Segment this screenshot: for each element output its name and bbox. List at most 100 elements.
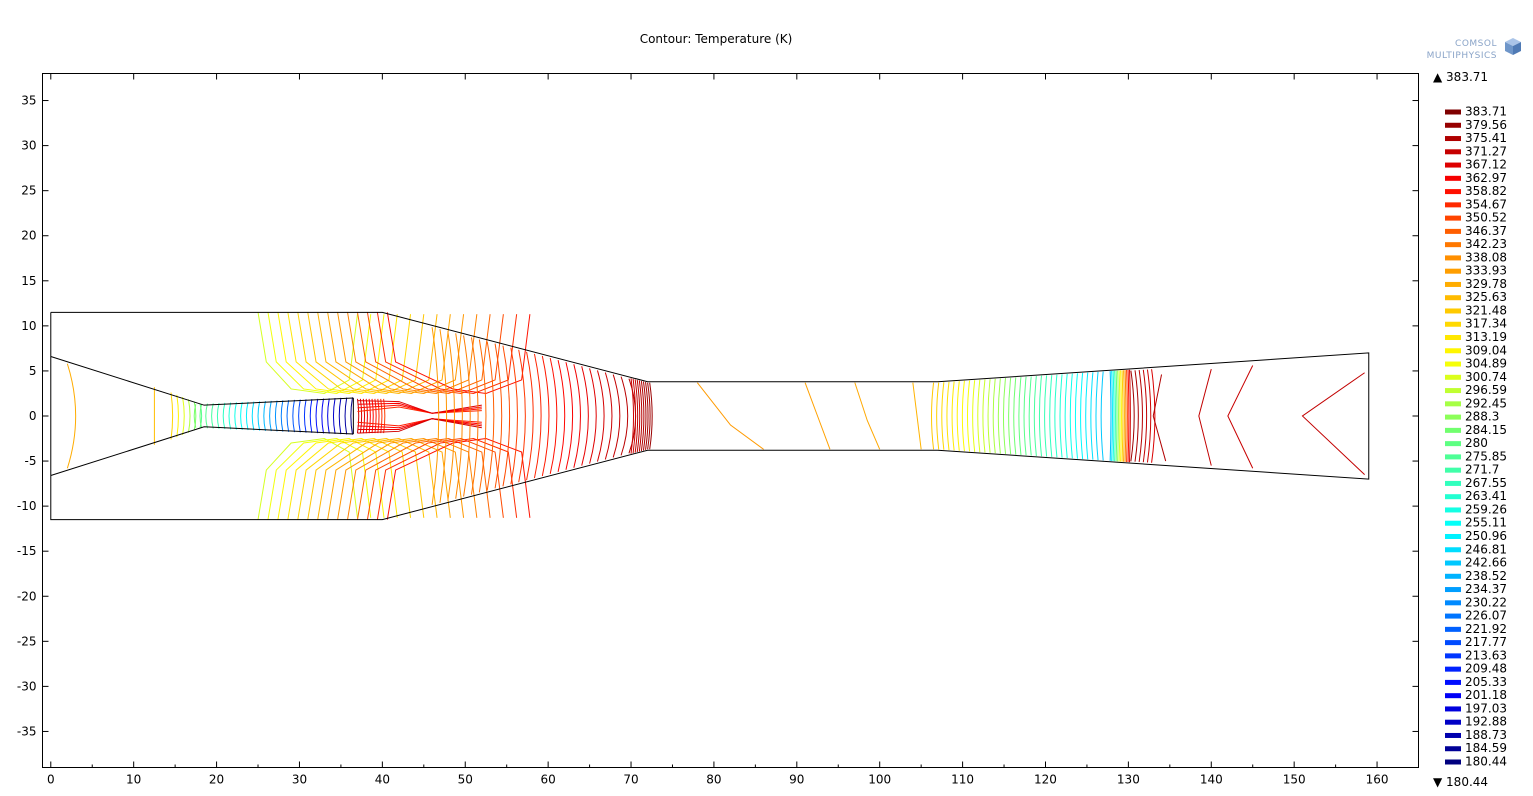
colorbar-max-label: ▲ 383.71 [1433,70,1488,84]
contour-line [280,400,284,432]
contour-line [187,399,191,433]
colorbar-swatch [1445,388,1461,394]
contour-line [972,380,976,452]
colorbar-level-label: 242.66 [1465,556,1507,570]
contour-line [992,378,996,454]
contour-line [1054,374,1058,458]
colorbar-level-label: 350.52 [1465,211,1507,225]
outer-boundary [50,311,1370,521]
contour-line [620,376,629,456]
x-tick-label: 60 [540,773,555,787]
colorbar-swatch [1445,746,1461,752]
contour-line [321,398,324,434]
contour-line [307,438,425,520]
contour-line [366,312,504,394]
colorbar-level-label: 230.22 [1465,595,1507,609]
colorbar-level-label: 217.77 [1465,635,1507,649]
colorbar-level-label: 209.48 [1465,662,1507,676]
nozzle-lower-wall [50,426,354,476]
contour-line [327,438,451,520]
contour-line [647,382,651,450]
contour-line [292,399,295,433]
colorbar-swatch [1445,348,1461,354]
contour-line [337,312,465,394]
contour-line [912,382,922,450]
x-tick-label: 90 [789,773,804,787]
colorbar-swatch [1445,175,1461,181]
colorbar-level-label: 267.55 [1465,476,1507,490]
contour-line [1121,370,1124,462]
contour-line [447,331,455,501]
contour-line [1142,369,1148,463]
contour-line [357,404,482,414]
contour-line [297,438,412,520]
x-tick-label: 110 [951,773,974,787]
contour-line [630,378,634,454]
contour-line [1069,373,1073,459]
x-tick-label: 100 [868,773,891,787]
contour-line [357,418,482,431]
contour-line [1138,369,1143,462]
contour-line [357,418,482,429]
contour-line [274,400,278,432]
contour-line [298,399,301,433]
colorbar-swatch [1445,441,1461,447]
plot-frame [42,73,1419,768]
contour-line [66,363,77,469]
contour-line [332,398,336,434]
colorbar-level-label: 238.52 [1465,569,1507,583]
y-tick-label: 25 [21,184,36,198]
contour-line [245,401,249,431]
contour-line [967,380,971,452]
colorbar-swatch [1445,321,1461,327]
contour-line [526,351,534,481]
contour-line [1049,374,1053,458]
colorbar-swatch [1445,520,1461,526]
colorbar-level-label: 201.18 [1465,688,1507,702]
colorbar-level-label: 255.11 [1465,516,1507,530]
contour-line [1028,376,1032,456]
contour-line [640,380,645,452]
contour-line [463,335,471,497]
contour-line [518,349,526,483]
contour-line [338,397,342,435]
contour-line [573,364,581,468]
colorbar-swatch [1445,401,1461,407]
contour-line [649,382,653,450]
y-tick-label: 15 [21,274,36,288]
x-tick-label: 20 [209,773,224,787]
colorbar-level-label: 197.03 [1465,701,1507,715]
contour-line [170,392,174,440]
colorbar-swatch [1445,600,1461,606]
y-tick-label: -20 [17,589,37,603]
colorbar-level-label: 358.82 [1465,184,1507,198]
y-tick-label: 10 [21,319,36,333]
contour-line [193,401,197,431]
contour-line [303,399,307,433]
contour-line [612,374,621,458]
contour-line [1130,370,1135,462]
colorbar-level-label: 226.07 [1465,609,1507,623]
contour-line [257,401,261,431]
colorbar-level-label: 205.33 [1465,675,1507,689]
colorbar-level-label: 362.97 [1465,171,1507,185]
contour-line [634,379,639,453]
colorbar-swatch [1445,706,1461,712]
colorbar-level-label: 221.92 [1465,622,1507,636]
colorbar-swatch [1445,308,1461,314]
colorbar-swatch [1445,719,1461,725]
contour-line [1114,370,1116,462]
contour-line [931,382,935,450]
contour-line [632,378,637,454]
contour-line [1064,373,1068,459]
contour-line [362,398,366,434]
contour-line [1152,374,1167,462]
x-tick-label: 130 [1117,773,1140,787]
contour-line [347,438,478,520]
contour-line [193,404,197,428]
colorbar-swatch [1445,268,1461,274]
colorbar-level-label: 379.56 [1465,118,1507,132]
contour-line [359,398,363,434]
contour-line [478,339,487,493]
contour-line [1118,370,1121,462]
